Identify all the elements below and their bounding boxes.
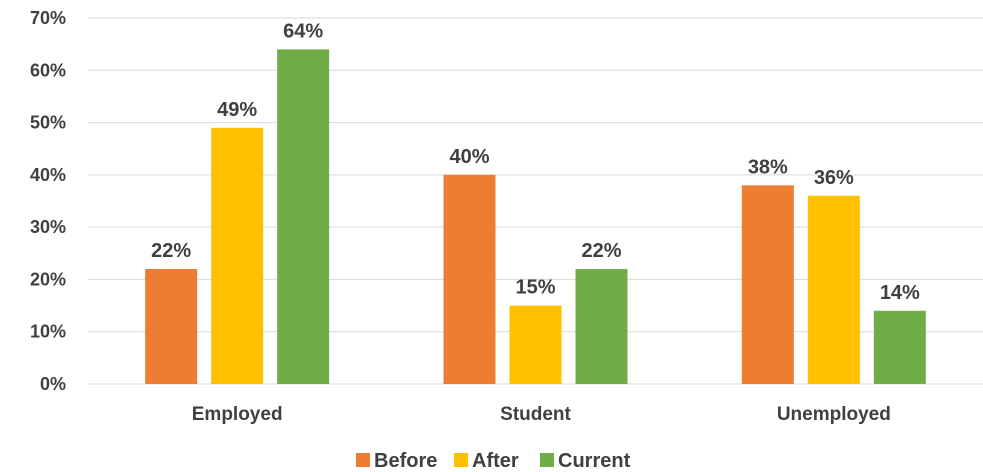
data-label: 22% bbox=[581, 240, 621, 262]
y-axis-ticks: 0% 10% 20% 30% 40% 50% 60% 70% bbox=[30, 8, 66, 394]
legend-swatch-before bbox=[356, 453, 370, 467]
bar-after-unemployed bbox=[807, 195, 860, 384]
data-label: 64% bbox=[283, 20, 323, 42]
category-label: Employed bbox=[192, 404, 283, 425]
bar-before-student bbox=[443, 174, 496, 384]
legend-label-after: After bbox=[472, 450, 519, 472]
y-tick-label: 50% bbox=[30, 113, 66, 133]
bar-before-unemployed bbox=[741, 185, 794, 384]
bar-after-student bbox=[509, 305, 562, 384]
y-tick-label: 0% bbox=[40, 374, 66, 394]
y-tick-label: 30% bbox=[30, 217, 66, 237]
legend-label-current: Current bbox=[558, 450, 631, 472]
data-labels: 22% 49% 64% 40% 15% 22% 38% 36% 14% bbox=[151, 20, 920, 303]
bars bbox=[145, 49, 926, 385]
data-label: 22% bbox=[151, 240, 191, 262]
category-label: Student bbox=[500, 404, 571, 425]
y-tick-label: 40% bbox=[30, 165, 66, 185]
bar-current-student bbox=[575, 268, 628, 384]
bar-current-employed bbox=[277, 49, 330, 384]
data-label: 14% bbox=[880, 282, 920, 304]
y-tick-label: 20% bbox=[30, 269, 66, 289]
y-tick-label: 10% bbox=[30, 322, 66, 342]
bar-before-employed bbox=[145, 268, 198, 384]
legend-label-before: Before bbox=[374, 450, 437, 472]
y-tick-label: 60% bbox=[30, 60, 66, 80]
x-axis-categories: Employed Student Unemployed bbox=[192, 404, 891, 425]
bar-after-employed bbox=[211, 127, 264, 385]
legend-swatch-current bbox=[540, 453, 554, 467]
data-label: 38% bbox=[748, 156, 788, 178]
data-label: 15% bbox=[515, 277, 555, 299]
category-label: Unemployed bbox=[777, 404, 891, 425]
legend-swatch-after bbox=[454, 453, 468, 467]
data-label: 49% bbox=[217, 99, 257, 121]
data-label: 36% bbox=[814, 167, 854, 189]
legend: Before After Current bbox=[356, 450, 631, 472]
bar-current-unemployed bbox=[873, 310, 926, 384]
y-tick-label: 70% bbox=[30, 8, 66, 28]
data-label: 40% bbox=[449, 146, 489, 168]
